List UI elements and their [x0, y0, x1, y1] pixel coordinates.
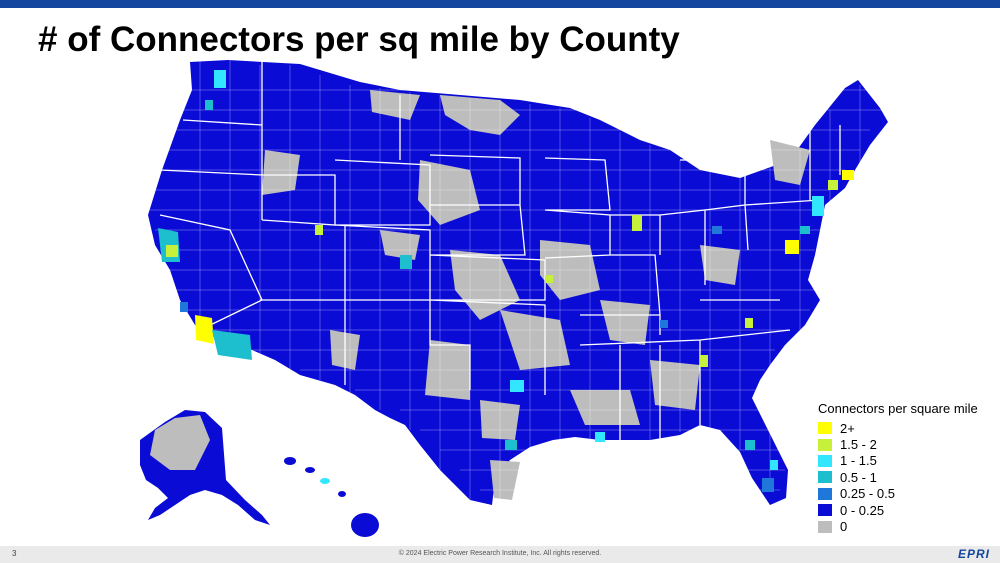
legend-label: 2+: [840, 420, 855, 436]
legend-swatch: [818, 487, 832, 500]
legend-title: Connectors per square mile: [818, 401, 978, 416]
legend-item: 0 - 0.25: [818, 502, 994, 518]
legend-item: 0.25 - 0.5: [818, 486, 994, 502]
epri-logo: EPRI: [957, 547, 990, 561]
slide-title: # of Connectors per sq mile by County: [38, 20, 680, 59]
page-number: 3: [12, 549, 17, 558]
legend-label: 0 - 0.25: [840, 502, 885, 518]
legend-item: 0: [818, 518, 994, 534]
legend-swatch: [818, 454, 832, 467]
legend-label: 1.5 - 2: [840, 437, 877, 453]
legend-item: 1.5 - 2: [818, 436, 994, 452]
legend-swatch: [818, 471, 832, 484]
us-county-map: [140, 60, 888, 537]
connector-hotspots: [158, 70, 854, 492]
legend-swatch: [818, 504, 832, 517]
legend-item: 1 - 1.5: [818, 453, 994, 469]
top-accent-bar: [0, 0, 1000, 8]
alaska-shape: [140, 410, 270, 525]
legend-label: 0.25 - 0.5: [840, 486, 895, 502]
map-legend: Connectors per square mile 2+ 1.5 - 2 1 …: [818, 401, 994, 535]
legend-label: 1 - 1.5: [840, 453, 877, 469]
legend-label: 0: [840, 519, 848, 535]
copyright-text: © 2024 Electric Power Research Institute…: [398, 550, 602, 557]
hawaii-shape: [284, 457, 379, 537]
legend-label: 0.5 - 1: [840, 469, 877, 485]
legend-swatch: [818, 438, 832, 451]
legend-swatch: [818, 422, 832, 435]
legend-swatch: [818, 520, 832, 533]
legend-item: 0.5 - 1: [818, 469, 994, 485]
slide-footer: 3 © 2024 Electric Power Research Institu…: [0, 546, 1000, 563]
legend-item: 2+: [818, 420, 994, 436]
contiguous-us-shape: [148, 60, 888, 505]
